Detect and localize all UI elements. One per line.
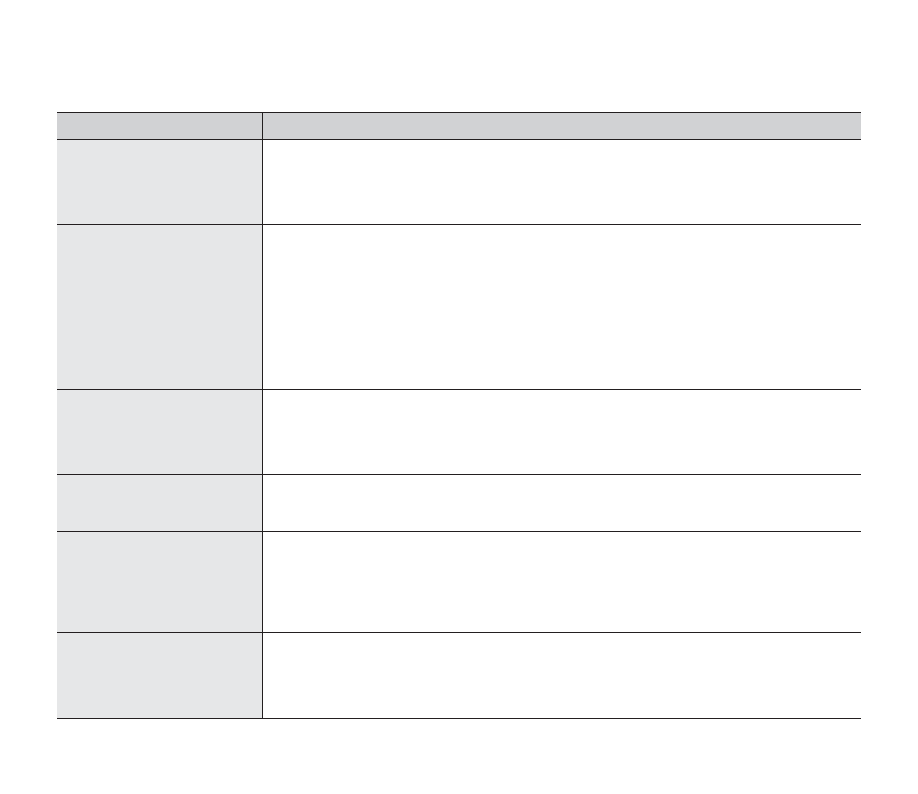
header-cell — [57, 112, 263, 140]
table-row — [57, 139, 861, 225]
header-cell — [262, 112, 861, 140]
row-label-cell — [57, 632, 263, 719]
row-label-cell — [57, 224, 263, 390]
row-label-cell — [57, 139, 263, 225]
spec-table — [57, 112, 861, 719]
table-row — [57, 531, 861, 633]
row-value-cell — [262, 139, 861, 225]
table-row — [57, 632, 861, 719]
table-row — [57, 389, 861, 475]
row-value-cell — [262, 224, 861, 390]
row-label-cell — [57, 474, 263, 532]
row-label-cell — [57, 531, 263, 633]
row-label-cell — [57, 389, 263, 475]
row-value-cell — [262, 474, 861, 532]
row-value-cell — [262, 389, 861, 475]
table-header-row — [57, 112, 861, 140]
row-value-cell — [262, 632, 861, 719]
table-row — [57, 474, 861, 532]
table-row — [57, 224, 861, 390]
row-value-cell — [262, 531, 861, 633]
